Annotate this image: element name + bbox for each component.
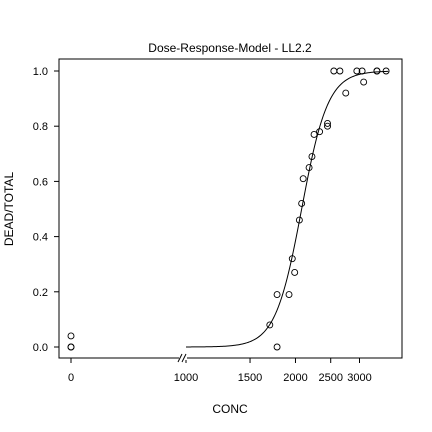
data-point <box>382 67 390 75</box>
x-tick-label: 3000 <box>347 372 371 384</box>
data-point <box>291 269 299 276</box>
data-point <box>324 122 331 130</box>
data-point <box>67 332 75 340</box>
data-point <box>358 67 366 75</box>
y-tick-label: 0.8 <box>33 121 48 133</box>
x-axis-label: CONC <box>212 402 248 416</box>
fitted-curve <box>185 70 389 348</box>
plot-frame <box>58 58 403 359</box>
data-point <box>305 164 313 172</box>
data-point <box>324 119 331 127</box>
x-tick-label: 2000 <box>283 372 307 384</box>
data-point <box>353 67 361 75</box>
y-tick-label: 0.6 <box>33 176 48 188</box>
data-point <box>336 67 344 75</box>
chart-title: Dose-Response-Model - LL2.2 <box>148 41 312 55</box>
axis-break-slash <box>181 353 187 363</box>
y-tick-label: 1.0 <box>33 66 48 78</box>
data-point <box>330 67 338 75</box>
axis-break-slash <box>177 353 183 363</box>
data-point <box>295 216 303 224</box>
y-tick-label: 0.4 <box>33 232 48 244</box>
data-point <box>273 291 281 299</box>
data-point <box>373 67 381 75</box>
data-point <box>316 128 324 136</box>
y-axis: 0.0 0.2 0.4 0.6 0.8 1.0 <box>33 66 59 354</box>
x-axis: 0 1000 1500 2000 2500 3000 <box>68 358 372 384</box>
data-point <box>67 343 75 351</box>
axis-break-gap <box>179 356 187 360</box>
data-point <box>308 153 316 161</box>
data-point <box>266 321 274 329</box>
data-point <box>285 291 293 299</box>
data-point <box>298 200 306 207</box>
x-tick-label: 1000 <box>174 372 198 384</box>
data-points <box>67 67 390 351</box>
data-point <box>299 175 307 183</box>
x-tick-label: 0 <box>68 372 74 384</box>
y-tick-label: 0.0 <box>33 342 48 354</box>
y-tick-label: 0.2 <box>33 287 48 299</box>
y-axis-label: DEAD/TOTAL <box>2 172 16 247</box>
data-point <box>310 131 318 138</box>
axis-break-marker <box>177 353 187 363</box>
data-point <box>273 343 281 351</box>
data-point <box>360 78 368 86</box>
data-point <box>342 89 350 97</box>
data-point <box>288 255 296 263</box>
x-tick-label: 1500 <box>238 372 262 384</box>
x-tick-label: 2500 <box>318 372 342 384</box>
